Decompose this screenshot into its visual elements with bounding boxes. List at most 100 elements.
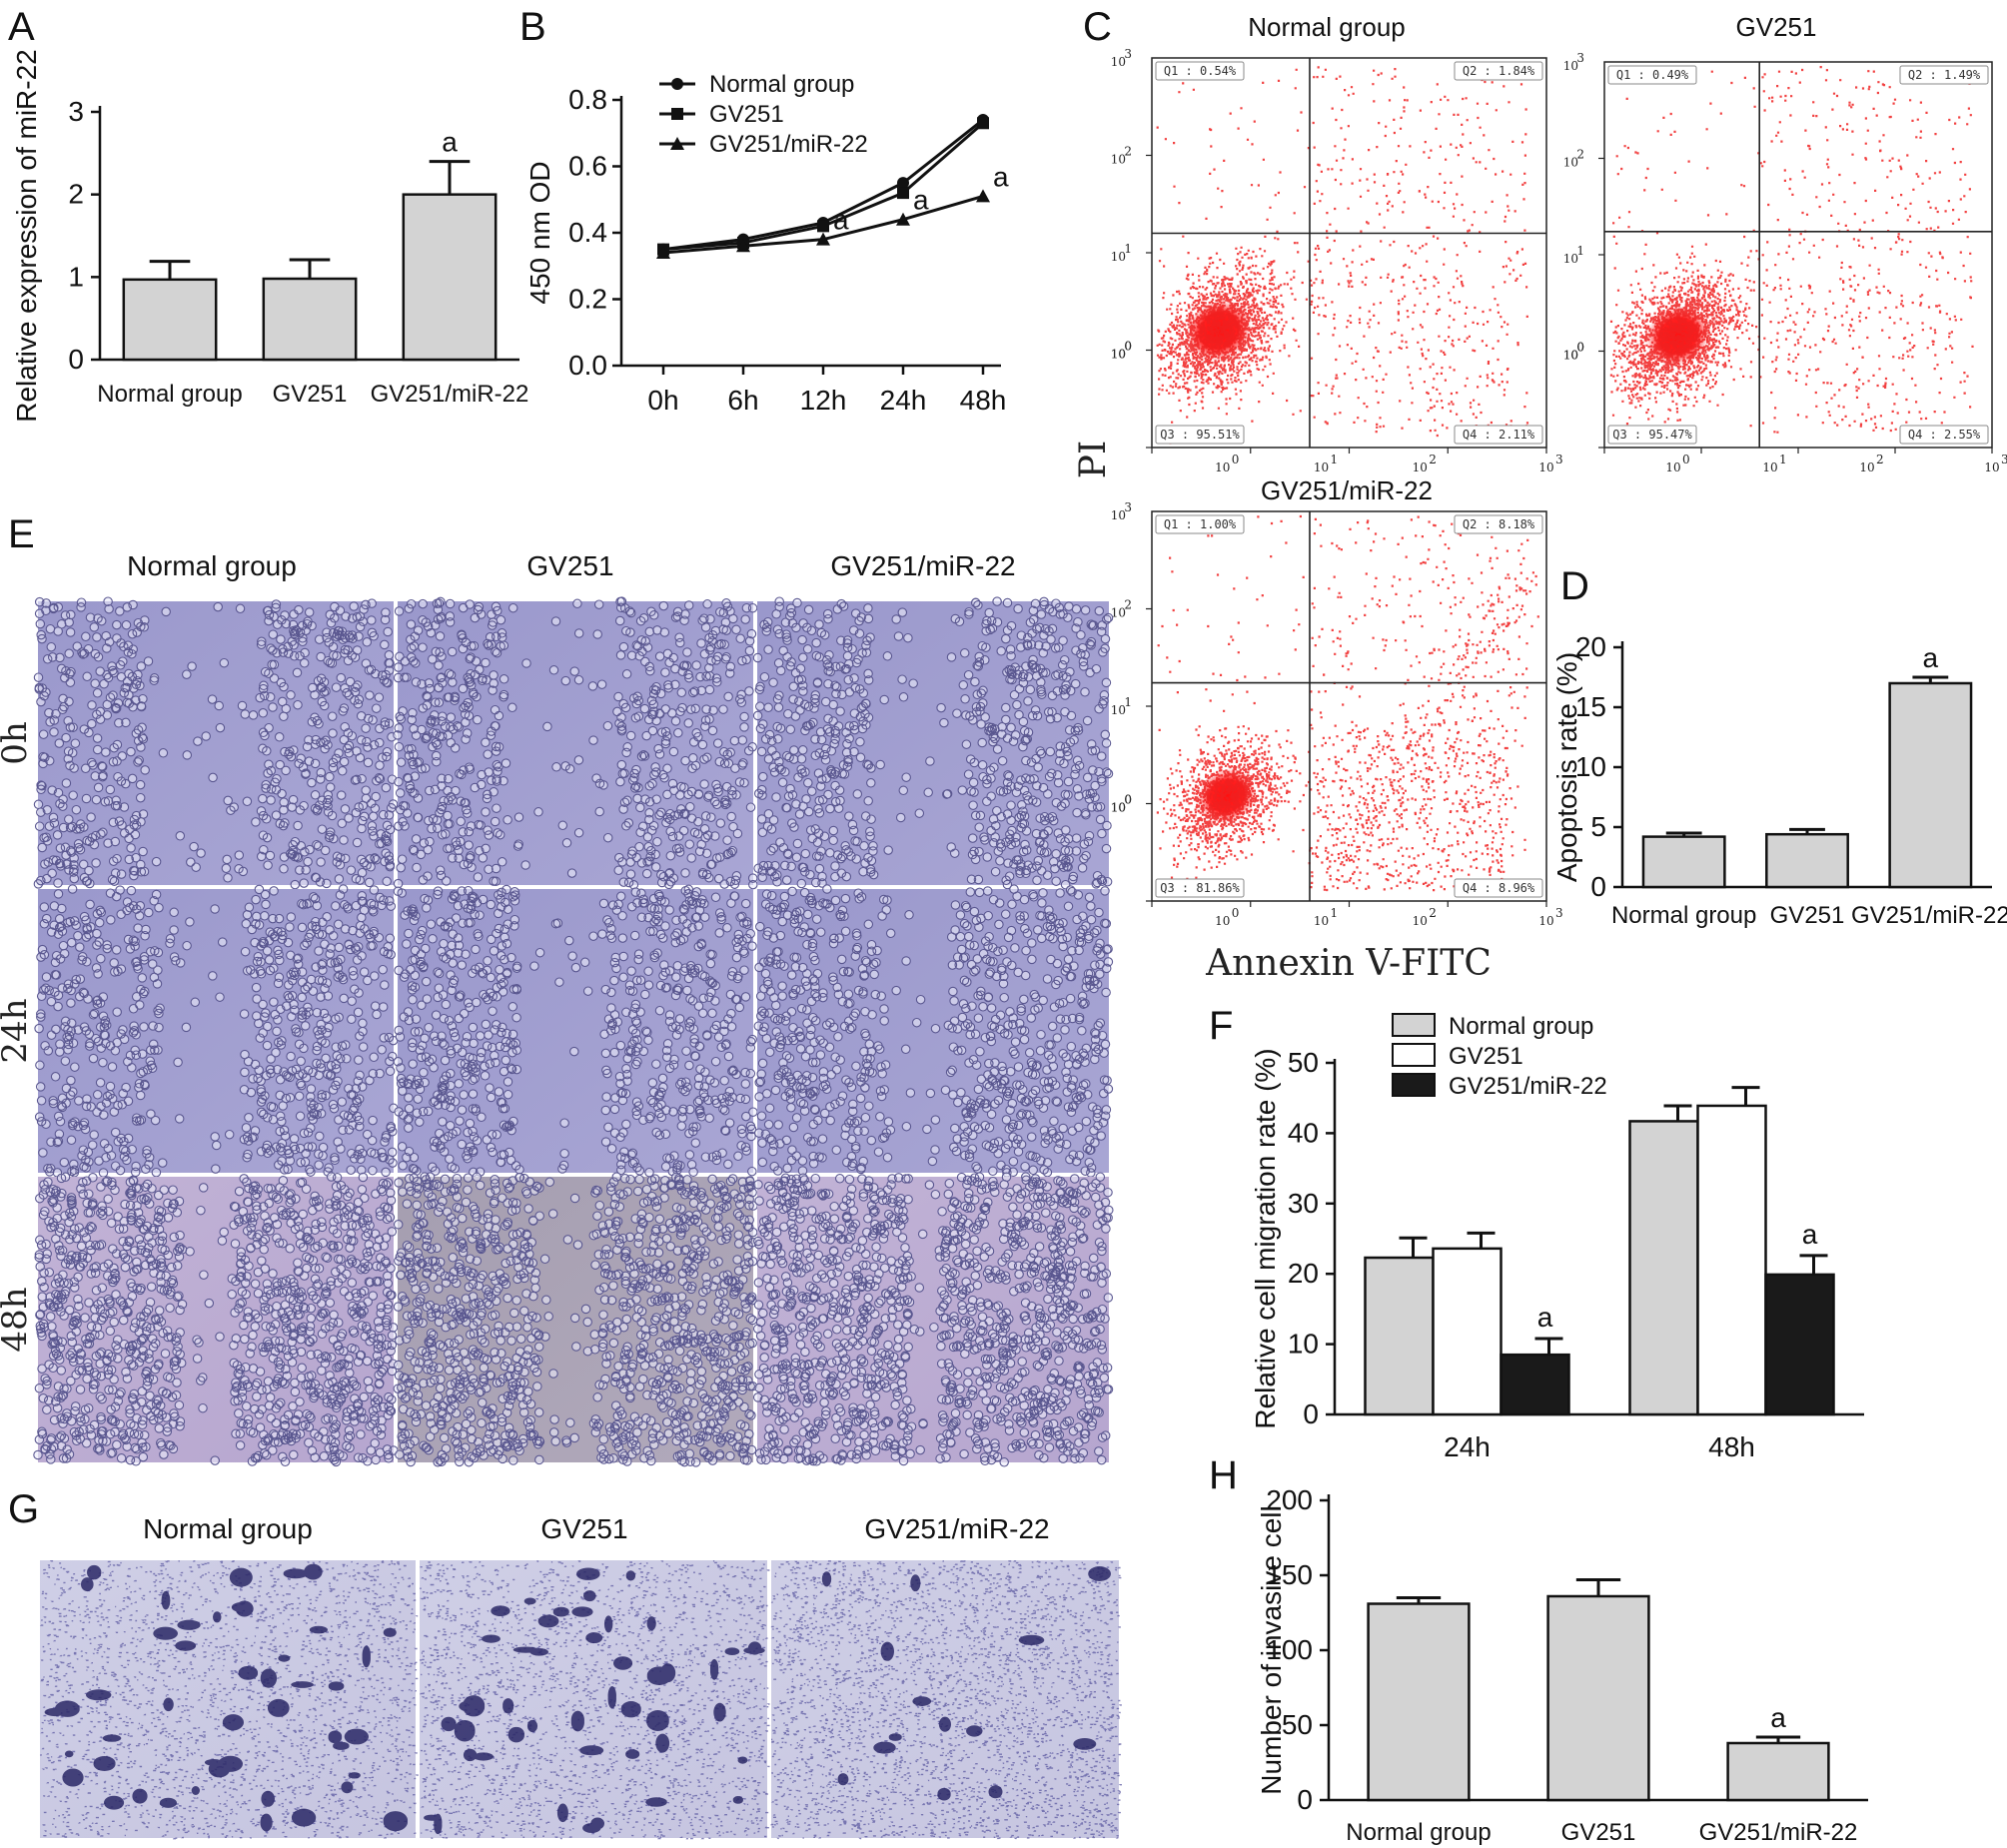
flow-plot-frame xyxy=(1603,61,1993,449)
y-tick-exponent: 1 xyxy=(1576,244,1584,258)
panel-g-transwell: Normal group GV251 GV251/miR-22 xyxy=(39,1513,1122,1840)
y-tick-label: 5 xyxy=(1590,811,1606,842)
y-tick-label: 0 xyxy=(1297,1784,1313,1815)
y-tick-label: 10 xyxy=(1111,801,1126,815)
panel-letter-h: H xyxy=(1209,1453,1238,1497)
y-axis-label: 450 nm OD xyxy=(524,161,555,304)
panel-letter-a: A xyxy=(8,5,35,49)
quadrant-label-q2: Q2 : 1.84% xyxy=(1463,64,1535,78)
x-tick-label: 10 xyxy=(1984,461,1999,474)
micrograph-cells xyxy=(752,596,1114,890)
significance-annotation: a xyxy=(993,161,1009,192)
flow-plot-0: Q1 : 0.54% Q2 : 1.84% Q3 : 95.51% Q4 : 2.11… xyxy=(1111,12,1563,474)
y-tick-exponent: 3 xyxy=(1124,500,1132,514)
significance-annotation: a xyxy=(1537,1302,1553,1333)
flow-plot-frame xyxy=(1151,57,1547,449)
bar-normal-group xyxy=(1641,835,1726,889)
y-axis-label: Relative expression of miR-22 xyxy=(11,49,42,423)
quadrant-label-box xyxy=(1454,514,1543,534)
y-tick-label: 0.0 xyxy=(568,350,607,381)
panel-letter-g: G xyxy=(8,1487,39,1531)
x-category-label: GV251/miR-22 xyxy=(1699,1819,1858,1846)
x-category-label: GV251 xyxy=(1561,1819,1636,1846)
x-tick-label: 10 xyxy=(1314,461,1329,474)
micrograph-e-24h-1 xyxy=(393,884,758,1178)
data-point xyxy=(817,220,829,233)
micrograph-cells xyxy=(393,1172,758,1467)
bar-gv251-mir-22 xyxy=(1726,1741,1830,1802)
significance-annotation: a xyxy=(1923,642,1939,673)
panel-e-wound-healing: Normal group GV251 GV251/miR-22 0h 24h 48h xyxy=(0,550,1114,1467)
transwell-stain-specks xyxy=(770,1560,1122,1840)
x-category-label: 48h xyxy=(1708,1431,1755,1462)
x-tick-exponent: 3 xyxy=(1555,906,1563,920)
y-tick-exponent: 0 xyxy=(1124,340,1132,354)
y-tick-label: 30 xyxy=(1288,1188,1319,1219)
bar-24h-gv251-mir-22 xyxy=(1500,1353,1570,1416)
y-tick-exponent: 3 xyxy=(1124,47,1132,61)
x-tick-label: 10 xyxy=(1413,461,1428,474)
x-tick-label: 6h xyxy=(727,385,758,416)
flow-scatter-events xyxy=(1156,63,1529,445)
y-tick-exponent: 3 xyxy=(1576,51,1584,65)
data-point xyxy=(977,117,989,130)
x-tick-exponent: 1 xyxy=(1331,453,1339,466)
legend-entry: GV251/miR-22 xyxy=(1449,1073,1607,1100)
data-point xyxy=(896,212,910,226)
x-tick-label: 10 xyxy=(1314,914,1329,928)
x-tick-exponent: 2 xyxy=(1876,453,1884,466)
legend-marker xyxy=(671,108,683,120)
y-tick-label: 10 xyxy=(1288,1329,1319,1360)
micrograph-cells xyxy=(393,884,758,1178)
quadrant-label-q3: Q3 : 95.51% xyxy=(1160,428,1240,442)
x-tick-exponent: 2 xyxy=(1429,906,1437,920)
quadrant-label-box xyxy=(1607,425,1697,445)
flow-plot-1: Q1 : 0.49% Q2 : 1.49% Q3 : 95.47% Q4 : 2.55… xyxy=(1563,12,2007,474)
transwell-invaded-cell-clusters xyxy=(44,1563,409,1832)
y-axis-label: Number of invasive cell xyxy=(1256,1505,1287,1794)
quadrant-label-box xyxy=(1899,65,1989,85)
micrograph-e-24h-0 xyxy=(34,884,399,1178)
x-tick-label: 10 xyxy=(1538,461,1553,474)
quadrant-label-q2: Q2 : 1.49% xyxy=(1908,68,1981,82)
y-tick-exponent: 1 xyxy=(1124,242,1132,256)
legend-entry: Normal group xyxy=(1449,1013,1593,1040)
legend-entry: GV251 xyxy=(1449,1043,1523,1070)
legend-entry: Normal group xyxy=(709,71,854,98)
transwell-image-1 xyxy=(419,1560,770,1840)
quadrant-label-q3: Q3 : 95.47% xyxy=(1612,428,1692,442)
bar-gv251-mir-22 xyxy=(1888,681,1973,889)
y-tick-exponent: 2 xyxy=(1576,148,1584,162)
y-tick-label: 0.4 xyxy=(568,217,607,248)
x-category-label: Normal group xyxy=(1611,902,1756,929)
y-axis-label: Relative cell migration rate (%) xyxy=(1250,1048,1281,1428)
micrograph-e-0h-0 xyxy=(33,596,399,890)
quadrant-label-box xyxy=(1155,514,1245,534)
quadrant-label-q4: Q4 : 2.11% xyxy=(1463,428,1535,442)
x-tick-label: 10 xyxy=(1413,914,1428,928)
y-tick-exponent: 2 xyxy=(1124,145,1132,159)
data-point xyxy=(897,187,909,200)
y-tick-label: 3 xyxy=(68,96,84,127)
x-category-label: 24h xyxy=(1444,1431,1491,1462)
significance-annotation: a xyxy=(913,185,929,216)
y-tick-label: 150 xyxy=(1266,1559,1313,1590)
micrograph-cells xyxy=(33,596,399,890)
y-tick-label: 0.2 xyxy=(568,284,607,315)
y-tick-exponent: 0 xyxy=(1124,793,1132,807)
micrograph-e-48h-0 xyxy=(33,1172,399,1467)
y-tick-label: 10 xyxy=(1111,606,1126,620)
bar-24h-gv251 xyxy=(1432,1247,1503,1416)
y-tick-label: 0.8 xyxy=(568,84,607,115)
flow-plot-title: GV251 xyxy=(1736,12,1817,42)
flow-plot-frame xyxy=(1151,510,1547,902)
significance-annotation: a xyxy=(833,205,849,236)
y-tick-label: 10 xyxy=(1563,252,1578,266)
micrograph-e-0h-2 xyxy=(752,596,1114,890)
panel-letter-f: F xyxy=(1209,1004,1233,1048)
data-point xyxy=(736,239,750,253)
quadrant-label-box xyxy=(1454,878,1543,898)
quadrant-label-box xyxy=(1155,61,1245,81)
bar-gv251 xyxy=(262,277,358,362)
micrograph-cells xyxy=(33,1172,399,1467)
